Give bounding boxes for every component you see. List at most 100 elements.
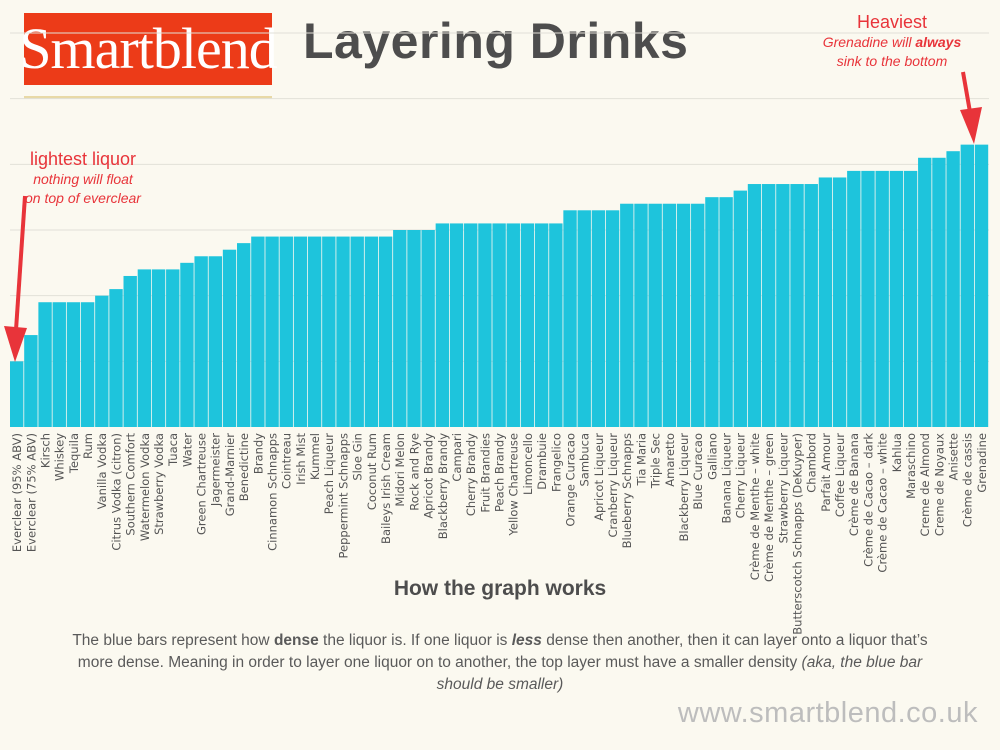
category-label: Peach Brandy bbox=[493, 433, 507, 512]
category-label: Campari bbox=[450, 433, 464, 482]
category-label: Everclear (75% ABV) bbox=[24, 433, 38, 552]
category-label: Anisette bbox=[947, 433, 961, 481]
category-label: Chambord bbox=[805, 433, 819, 493]
category-label: Creme de Almond bbox=[918, 433, 932, 536]
bar bbox=[747, 184, 762, 427]
bar bbox=[449, 223, 464, 427]
category-label: Orange Curacao bbox=[563, 433, 577, 527]
bar bbox=[861, 170, 875, 427]
heaviest-arrow-shaft bbox=[961, 71, 972, 113]
category-label: Amaretto bbox=[663, 433, 677, 487]
bar bbox=[24, 335, 38, 427]
bar bbox=[974, 144, 989, 427]
desc-part3: dense then another, then it can layer on… bbox=[77, 632, 928, 671]
lightest-arrow-head bbox=[4, 326, 27, 362]
desc-less: less bbox=[511, 632, 542, 649]
desc-note: (aka, the blue bar should be smaller) bbox=[436, 654, 923, 693]
bar bbox=[662, 203, 677, 427]
heaviest-line1-emphasis: always bbox=[915, 34, 962, 50]
bar bbox=[776, 184, 790, 427]
bar bbox=[832, 177, 847, 427]
category-label: Fruit Brandies bbox=[478, 433, 492, 513]
lightest-line1: nothing will float bbox=[33, 171, 133, 187]
category-label: Galliano bbox=[705, 433, 719, 480]
category-label: Cherry Brandy bbox=[464, 433, 478, 516]
bar bbox=[492, 223, 506, 427]
category-label: Banana Liqueur bbox=[720, 433, 734, 524]
bar bbox=[691, 203, 705, 427]
category-label: Maraschino bbox=[904, 433, 918, 499]
annotation-arrows bbox=[4, 71, 982, 362]
bar bbox=[889, 170, 904, 427]
bar bbox=[251, 236, 265, 427]
desc-dense: dense bbox=[273, 632, 319, 649]
desc-part2: the liquor is. If one liquor is bbox=[318, 632, 512, 649]
website-url: www.smartblend.co.uk bbox=[677, 697, 978, 729]
bar bbox=[279, 236, 293, 427]
bar bbox=[378, 236, 393, 427]
category-label: Blue Curacao bbox=[691, 433, 705, 510]
bar bbox=[393, 230, 407, 427]
bar bbox=[151, 269, 166, 427]
category-label: Yellow Chartreuse bbox=[507, 433, 521, 537]
category-label: Apricot Liqueur bbox=[592, 433, 606, 521]
bar bbox=[350, 236, 364, 427]
bar bbox=[95, 295, 109, 427]
category-label: Coconut Rum bbox=[365, 433, 379, 510]
bar bbox=[464, 223, 478, 427]
bar bbox=[705, 197, 719, 427]
category-label: Grand-Marnier bbox=[223, 433, 237, 516]
bar bbox=[180, 262, 194, 427]
category-label: Tia Maria bbox=[634, 433, 648, 487]
category-label: Crème de cassis bbox=[961, 433, 975, 527]
bar bbox=[676, 203, 691, 427]
category-label: Frangelico bbox=[549, 433, 563, 492]
category-label: Citrus Vodka (citron) bbox=[109, 433, 123, 551]
bar bbox=[719, 197, 733, 427]
category-label: Kummel bbox=[308, 433, 322, 480]
bar bbox=[804, 184, 818, 427]
bar bbox=[634, 203, 648, 427]
bar bbox=[960, 144, 975, 427]
category-label: Cinnamon Schnapps bbox=[265, 433, 279, 551]
bar bbox=[293, 236, 308, 427]
category-label: Whiskey bbox=[53, 433, 67, 481]
bar bbox=[166, 269, 180, 427]
bar bbox=[733, 190, 747, 427]
bar bbox=[932, 157, 946, 427]
category-label: Tequila bbox=[67, 433, 81, 474]
bar bbox=[918, 157, 932, 427]
bar bbox=[80, 302, 95, 427]
category-label: Midori Melon bbox=[393, 433, 407, 507]
bar bbox=[52, 302, 66, 427]
category-label: Irish Mist bbox=[294, 433, 308, 485]
category-label: Apricot Brandy bbox=[422, 433, 436, 519]
category-label: Cranberry Liqueur bbox=[606, 433, 620, 538]
bar bbox=[946, 151, 960, 427]
category-label: Crème de Menthe – green bbox=[762, 433, 776, 582]
bar bbox=[761, 184, 776, 427]
bar bbox=[620, 203, 634, 427]
category-label: Crème de Menthe – white bbox=[748, 433, 762, 580]
bar bbox=[435, 223, 450, 427]
bar bbox=[66, 302, 81, 427]
category-label: Crème de Cacao – white bbox=[876, 433, 890, 573]
bar bbox=[903, 170, 918, 427]
bar bbox=[38, 302, 52, 427]
bar bbox=[237, 243, 251, 427]
logo-underline bbox=[24, 96, 272, 99]
bar bbox=[790, 184, 804, 427]
category-label: Sloe Gin bbox=[351, 433, 365, 481]
logo-text: Smartblend bbox=[19, 16, 277, 81]
category-label: Peach Liqueur bbox=[322, 433, 336, 514]
category-label: Rum bbox=[81, 433, 95, 459]
desc-part1: The blue bars represent how bbox=[72, 632, 274, 649]
bar bbox=[534, 223, 549, 427]
category-label: Creme de Noyaux bbox=[932, 433, 946, 536]
bar bbox=[549, 223, 563, 427]
bar bbox=[307, 236, 322, 427]
category-label: Parfait Amour bbox=[819, 433, 833, 512]
category-label: Rock and Rye bbox=[407, 433, 421, 511]
bar bbox=[520, 223, 535, 427]
